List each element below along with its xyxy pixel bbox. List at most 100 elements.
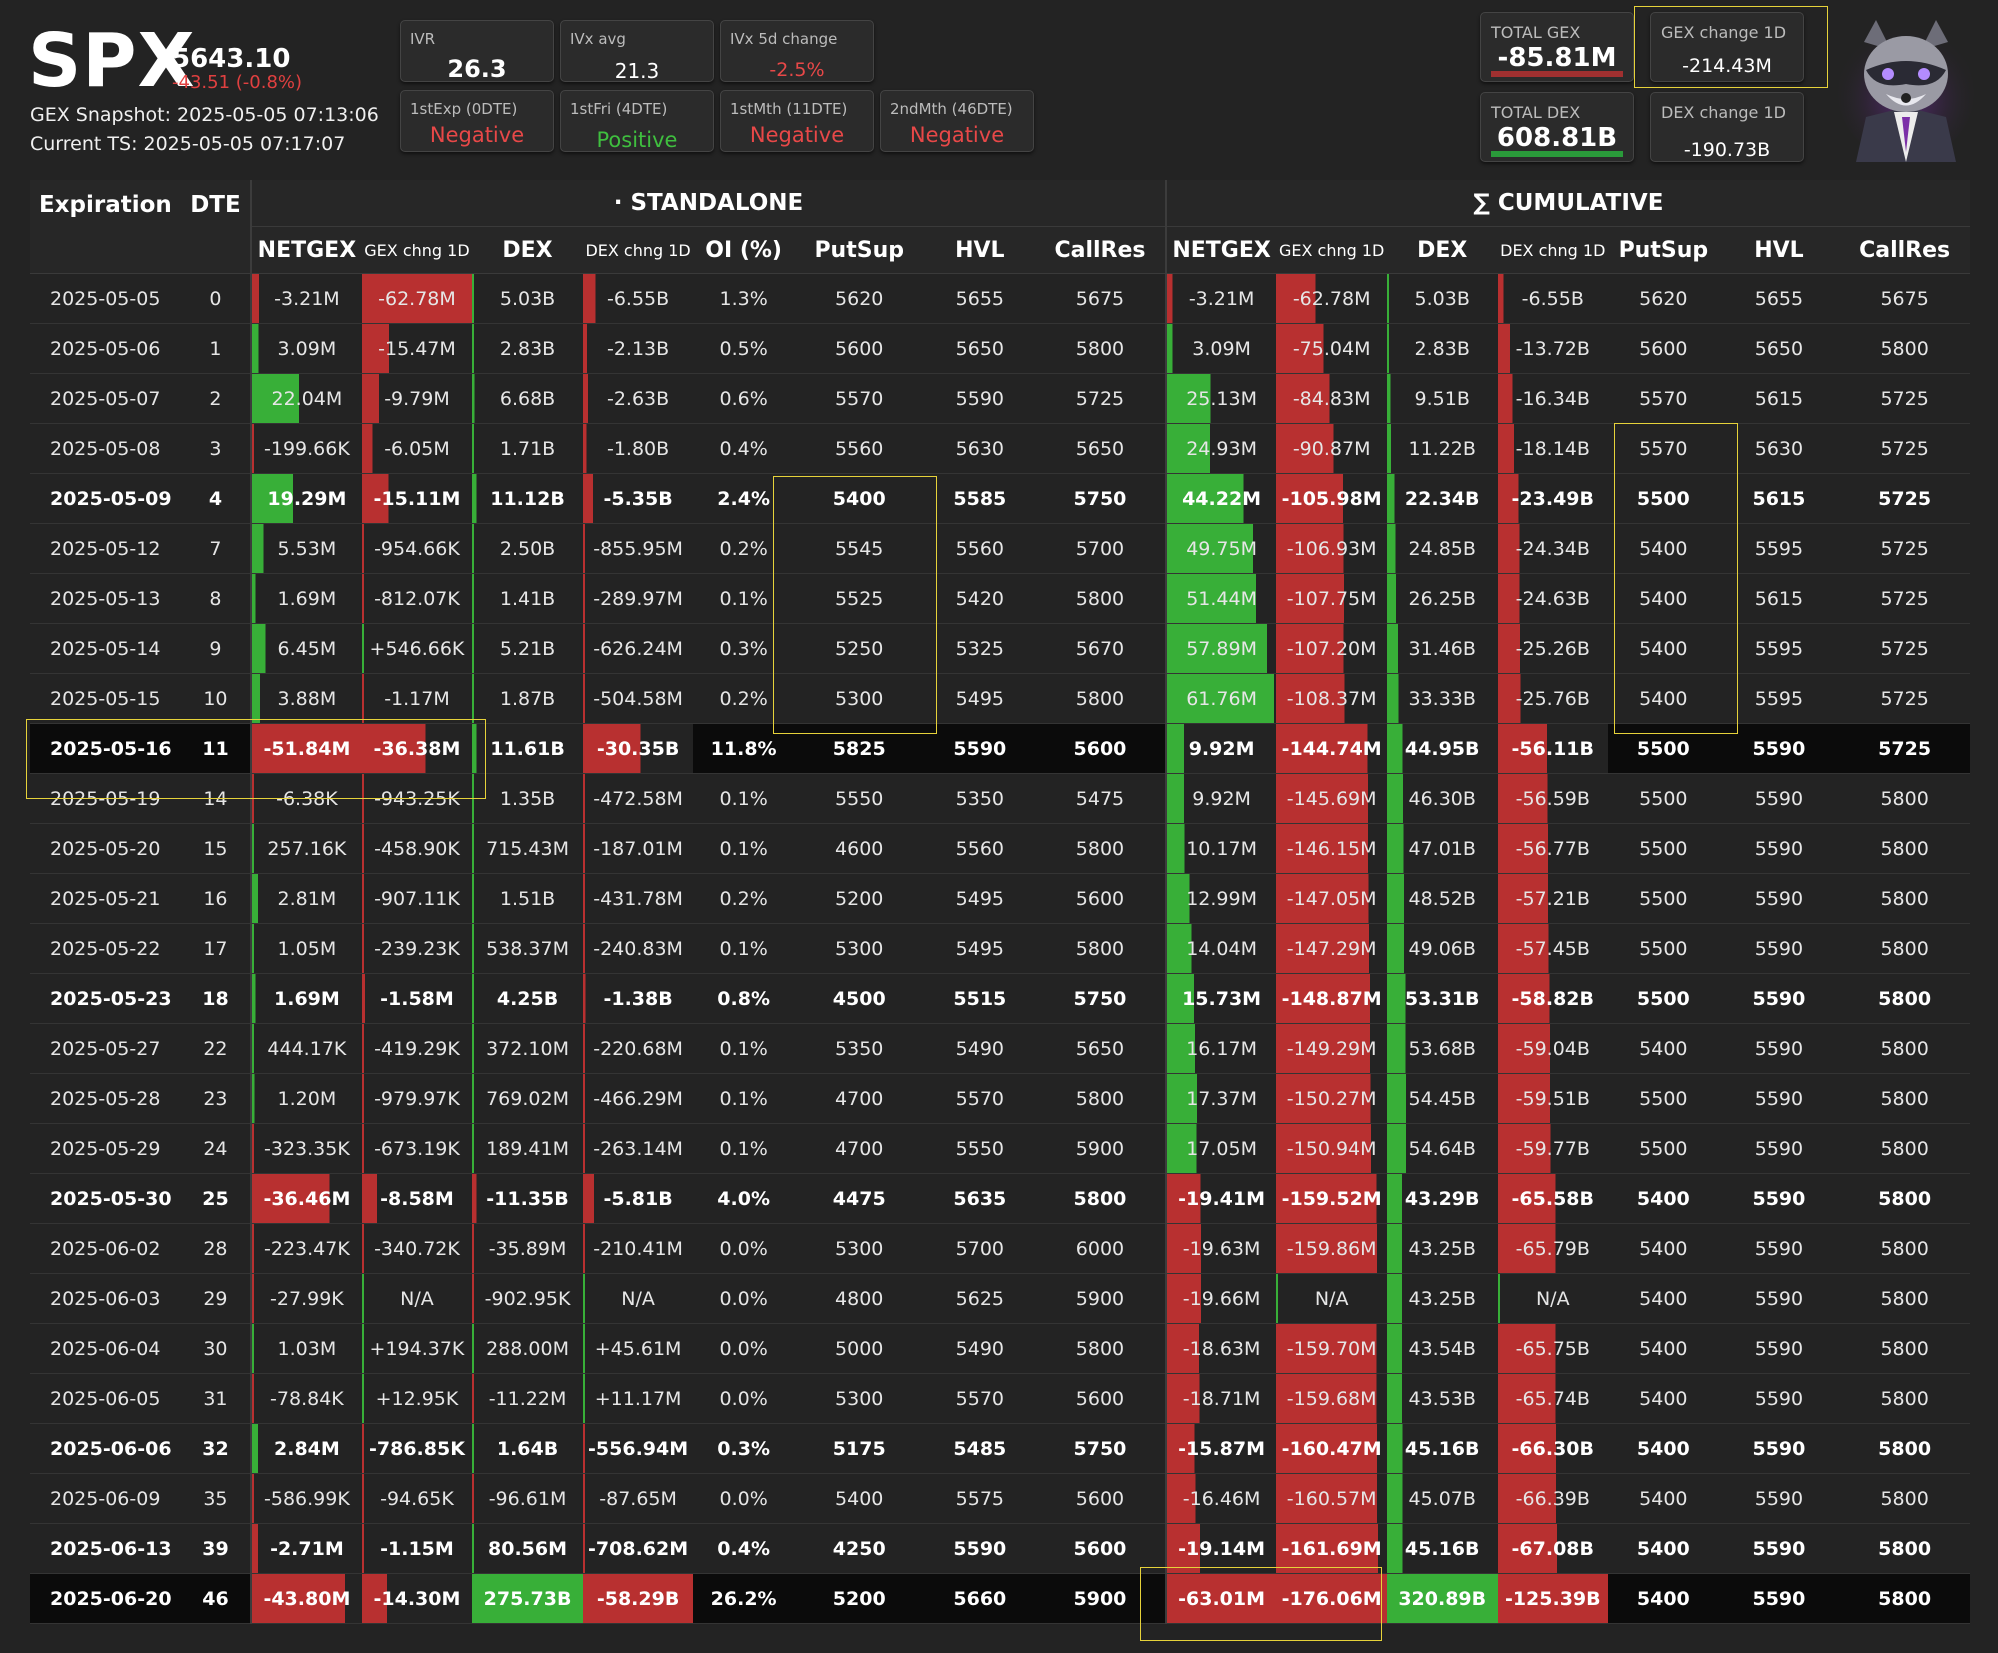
dex-cell: 4.25B [472,973,583,1024]
ivr-value: 26.3 [447,55,507,83]
highlight-monthly-row [26,719,486,799]
dex-cell: -11.35B [472,1173,583,1224]
standalone-header: · STANDALONE [251,180,1167,227]
dex-cell: 715.43M [472,823,583,874]
callres-cell: 5650 [1035,1023,1167,1074]
table-row[interactable]: 2025-06-20 46 -43.80M -14.30M 275.73B -58.29B… [30,1573,1970,1624]
dex-chng-cell: +11.17M [582,1373,694,1424]
cum-hvl-cell: 5615 [1718,473,1840,524]
table-row[interactable]: 2025-05-07 2 22.04M -9.79M 6.68B -2.63B 0.6% 55… [30,373,1970,424]
cum-dex-cell: 9.51B [1386,373,1498,424]
netgex-cell: 1.69M [251,973,362,1024]
cum-gex-chng-cell: -159.70M [1276,1323,1387,1374]
table-row[interactable]: 2025-05-20 15 257.16K -458.90K 715.43M -187.0… [30,823,1970,874]
ivx-avg-value: 21.3 [614,59,660,83]
cum-putsup-cell: 5500 [1608,1123,1719,1174]
cum-dex-cell: 2.83B [1386,323,1498,374]
col-cum-callres[interactable]: CallRes [1839,226,1970,274]
netgex-cell: -27.99K [251,1273,362,1324]
table-row[interactable]: 2025-05-27 22 444.17K -419.29K 372.10M -220.6… [30,1023,1970,1074]
table-row[interactable]: 2025-06-03 29 -27.99K N/A -902.95K N/A 0.0% 480… [30,1273,1970,1324]
cum-putsup-cell: 5400 [1608,573,1719,624]
cum-callres-cell: 5725 [1839,723,1970,774]
putsup-cell: 5200 [793,873,925,924]
expiration-header[interactable]: Expiration [30,180,181,274]
col-cum-dex-chng[interactable]: DEX chng 1D [1497,226,1609,274]
cum-dex-chng-cell: -13.72B [1497,323,1609,374]
table-row[interactable]: 2025-06-02 28 -223.47K -340.72K -35.89M -210.… [30,1223,1970,1274]
col-hvl[interactable]: HVL [924,226,1036,274]
cum-dex-cell: 54.64B [1386,1123,1498,1174]
table-row[interactable]: 2025-05-21 16 2.81M -907.11K 1.51B -431.78M 0.… [30,873,1970,924]
cum-dex-chng-cell: -25.76B [1497,673,1609,724]
dte-header[interactable]: DTE [180,180,253,274]
table-row[interactable]: 2025-06-13 39 -2.71M -1.15M 80.56M -708.62M 0.… [30,1523,1970,1574]
col-gex-chng[interactable]: GEX chng 1D [361,226,473,274]
cum-putsup-cell: 5600 [1608,323,1719,374]
netgex-cell: 5.53M [251,523,362,574]
table-row[interactable]: 2025-05-19 14 -6.38K -943.25K 1.35B -472.58M 0… [30,773,1970,824]
table-row[interactable]: 2025-05-09 4 19.29M -15.11M 11.12B -5.35B 2.4%… [30,473,1970,524]
cum-netgex-cell: 15.73M [1165,973,1277,1024]
hvl-cell: 5325 [924,623,1036,674]
dex-chng-cell: -5.35B [582,473,694,524]
col-netgex[interactable]: NETGEX [251,226,362,274]
cum-hvl-cell: 5615 [1718,573,1840,624]
col-putsup[interactable]: PutSup [793,226,925,274]
gex-chng-cell: -1.15M [361,1523,473,1574]
cum-callres-cell: 5800 [1839,1023,1970,1074]
expiration-cell: 2025-05-29 [30,1123,181,1174]
table-row[interactable]: 2025-05-23 18 1.69M -1.58M 4.25B -1.38B 0.8% 45… [30,973,1970,1024]
callres-cell: 5750 [1035,973,1167,1024]
cum-dex-chng-cell: -125.39B [1497,1573,1609,1624]
table-row[interactable]: 2025-05-14 9 6.45M +546.66K 5.21B -626.24M 0.3… [30,623,1970,674]
dte-cell: 24 [180,1123,253,1174]
col-cum-dex[interactable]: DEX [1386,226,1498,274]
putsup-cell: 5175 [793,1423,925,1474]
callres-cell: 5750 [1035,473,1167,524]
expiration-cell: 2025-05-13 [30,573,181,624]
table-row[interactable]: 2025-05-05 0 -3.21M -62.78M 5.03B -6.55B 1.3% 5… [30,273,1970,324]
table-row[interactable]: 2025-05-13 8 1.69M -812.07K 1.41B -289.97M 0.1… [30,573,1970,624]
col-dex[interactable]: DEX [472,226,583,274]
dex-chng-cell: -87.65M [582,1473,694,1524]
col-cum-putsup[interactable]: PutSup [1608,226,1719,274]
table-row[interactable]: 2025-05-08 3 -199.66K -6.05M 1.71B -1.80B 0.4%… [30,423,1970,474]
dex-cell: -35.89M [472,1223,583,1274]
table-row[interactable]: 2025-05-15 10 3.88M -1.17M 1.87B -504.58M 0.2%… [30,673,1970,724]
cum-netgex-cell: -19.66M [1165,1273,1277,1324]
col-cum-netgex[interactable]: NETGEX [1165,226,1277,274]
gex-chng-cell: +12.95K [361,1373,473,1424]
hvl-cell: 5350 [924,773,1036,824]
oi-cell: 0.1% [693,1123,794,1174]
table-row[interactable]: 2025-05-22 17 1.05M -239.23K 538.37M -240.83M… [30,923,1970,974]
col-dex-chng[interactable]: DEX chng 1D [582,226,694,274]
table-row[interactable]: 2025-05-12 7 5.53M -954.66K 2.50B -855.95M 0.2… [30,523,1970,574]
netgex-cell: 1.05M [251,923,362,974]
putsup-cell: 5400 [793,1473,925,1524]
col-oi[interactable]: OI (%) [693,226,794,274]
gex-chng-cell: -673.19K [361,1123,473,1174]
table-row[interactable]: 2025-05-16 11 -51.84M -36.38M 11.61B -30.35B 1… [30,723,1970,774]
gex-chng-cell: -62.78M [361,273,473,324]
first-fri-value: Positive [596,128,678,152]
dte-cell: 4 [180,473,253,524]
table-row[interactable]: 2025-06-05 31 -78.84K +12.95K -11.22M +11.17M… [30,1373,1970,1424]
putsup-cell: 5300 [793,673,925,724]
col-cum-gex-chng[interactable]: GEX chng 1D [1276,226,1387,274]
callres-cell: 5800 [1035,1173,1167,1224]
table-row[interactable]: 2025-05-28 23 1.20M -979.97K 769.02M -466.29M… [30,1073,1970,1124]
callres-cell: 6000 [1035,1223,1167,1274]
table-row[interactable]: 2025-05-06 1 3.09M -15.47M 2.83B -2.13B 0.5% 56… [30,323,1970,374]
table-row[interactable]: 2025-06-06 32 2.84M -786.85K 1.64B -556.94M 0.… [30,1423,1970,1474]
col-callres[interactable]: CallRes [1035,226,1167,274]
table-row[interactable]: 2025-05-29 24 -323.35K -673.19K 189.41M -263.… [30,1123,1970,1174]
table-row[interactable]: 2025-06-09 35 -586.99K -94.65K -96.61M -87.65… [30,1473,1970,1524]
col-cum-hvl[interactable]: HVL [1718,226,1840,274]
dex-change-label: DEX change 1D [1661,103,1786,122]
cum-dex-chng-cell: -65.74B [1497,1373,1609,1424]
table-row[interactable]: 2025-06-04 30 1.03M +194.37K 288.00M +45.61M 0… [30,1323,1970,1374]
first-fri-box: 1stFri (4DTE) Positive [560,90,714,152]
table-row[interactable]: 2025-05-30 25 -36.46M -8.58M -11.35B -5.81B 4.… [30,1173,1970,1224]
putsup-cell: 5350 [793,1023,925,1074]
